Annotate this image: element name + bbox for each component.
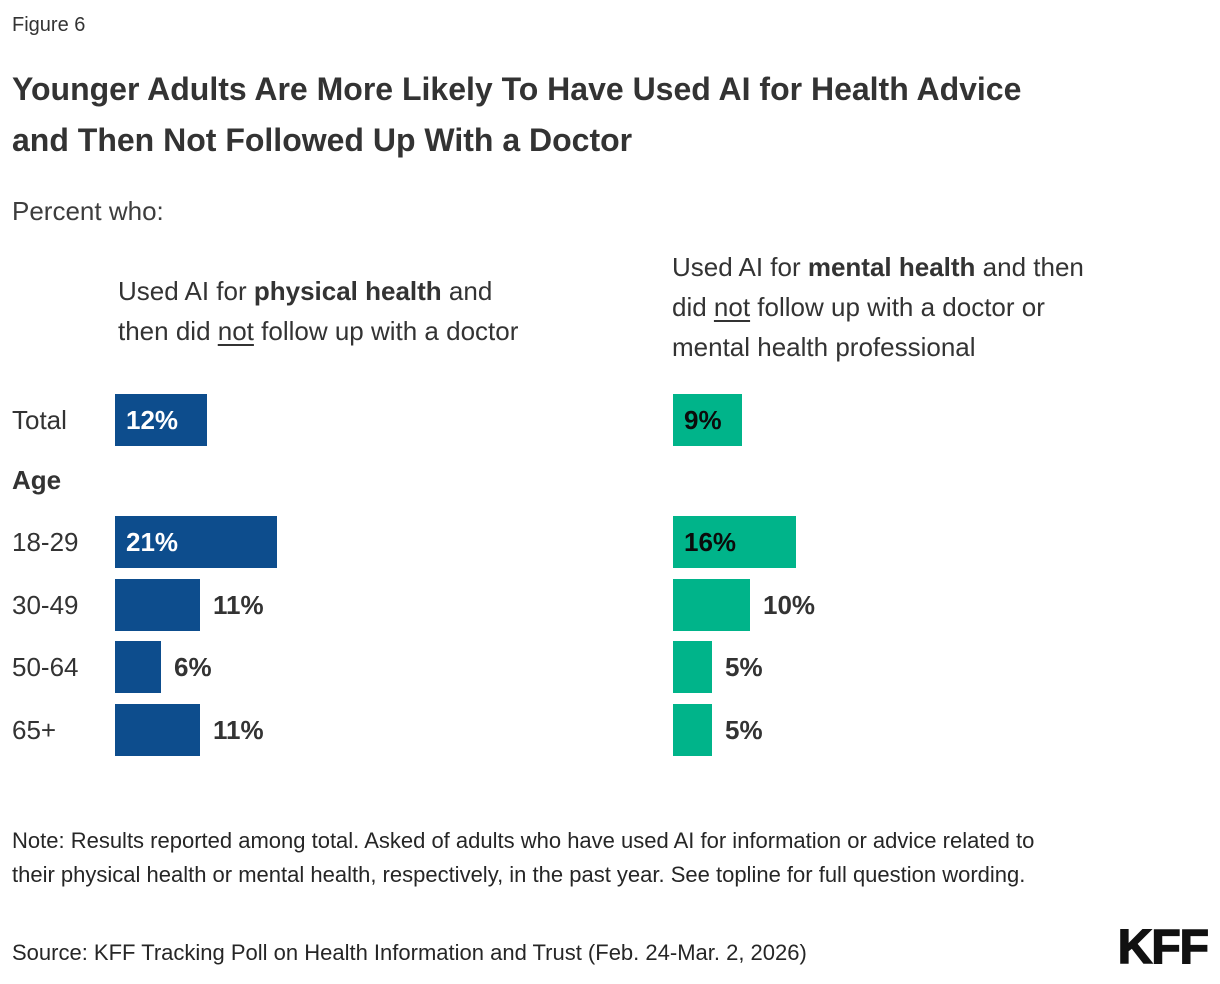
bar-value-physical-total: 12% xyxy=(126,405,179,435)
header-text-segment: Used AI for xyxy=(118,276,254,306)
bar-mental-65 xyxy=(673,704,712,756)
header-text-segment: follow up with a doctor xyxy=(253,316,519,346)
source-text: Source: KFF Tracking Poll on Health Info… xyxy=(12,940,807,965)
bar-value-mental-65: 5% xyxy=(725,715,763,745)
bar-value-mental-30-49: 10% xyxy=(763,590,816,620)
chart-subtitle: Percent who: xyxy=(12,196,164,226)
bar-value-physical-30-49: 11% xyxy=(213,590,264,620)
header-text-segment: not xyxy=(217,316,254,346)
header-text-segment: mental health professional xyxy=(672,332,976,362)
age-group-label: Age xyxy=(12,465,62,495)
chart-area: Age Total 12% 9% 18-29 21% 16% 30-49 11% 10% 50-6… xyxy=(12,394,816,756)
bar-mental-total: 9% xyxy=(673,394,742,446)
header-text-segment: physical health xyxy=(253,276,442,306)
column-header-mental-health: Used AI for mental health and then did no… xyxy=(672,247,1220,367)
header-text-segment: mental health xyxy=(807,252,976,282)
figure-label: Figure 6 xyxy=(12,14,86,36)
header-text-segment: did xyxy=(672,292,714,322)
row-label-18-29: 18-29 xyxy=(12,527,79,557)
column-header-physical-health: Used AI for physical health and then did … xyxy=(118,271,670,351)
bar-mental-30-49 xyxy=(673,579,750,631)
bar-physical-18-29: 21% xyxy=(115,516,277,568)
row-label-65: 65+ xyxy=(12,715,57,745)
row-label-50-64: 50-64 xyxy=(12,652,79,682)
bar-value-physical-18-29: 21% xyxy=(126,527,179,557)
bar-value-physical-65: 11% xyxy=(213,715,264,745)
header-text-segment: and then xyxy=(975,252,1084,282)
bar-mental-18-29: 16% xyxy=(673,516,796,568)
row-label-total: Total xyxy=(12,405,67,435)
bar-value-mental-50-64: 5% xyxy=(725,652,763,682)
chart-title: Younger Adults Are More Likely To Have U… xyxy=(12,71,1022,158)
bar-value-physical-50-64: 6% xyxy=(174,652,212,682)
bar-physical-65 xyxy=(115,704,200,756)
row-label-30-49: 30-49 xyxy=(12,590,79,620)
bar-value-mental-18-29: 16% xyxy=(684,527,737,557)
header-text-segment: follow up with a doctor or xyxy=(750,292,1045,322)
bar-physical-50-64 xyxy=(115,641,161,693)
header-text-segment: not xyxy=(713,292,751,322)
header-text-segment: Used AI for xyxy=(672,252,808,282)
note-text: Note: Results reported among total. Aske… xyxy=(12,828,1035,887)
kff-logo: KFF xyxy=(1117,920,1210,975)
bar-physical-30-49 xyxy=(115,579,200,631)
bar-mental-50-64 xyxy=(673,641,712,693)
header-text-segment: then did xyxy=(118,316,218,346)
header-text-segment: and xyxy=(441,276,493,306)
bar-physical-total: 12% xyxy=(115,394,207,446)
bar-value-mental-total: 9% xyxy=(684,405,722,435)
